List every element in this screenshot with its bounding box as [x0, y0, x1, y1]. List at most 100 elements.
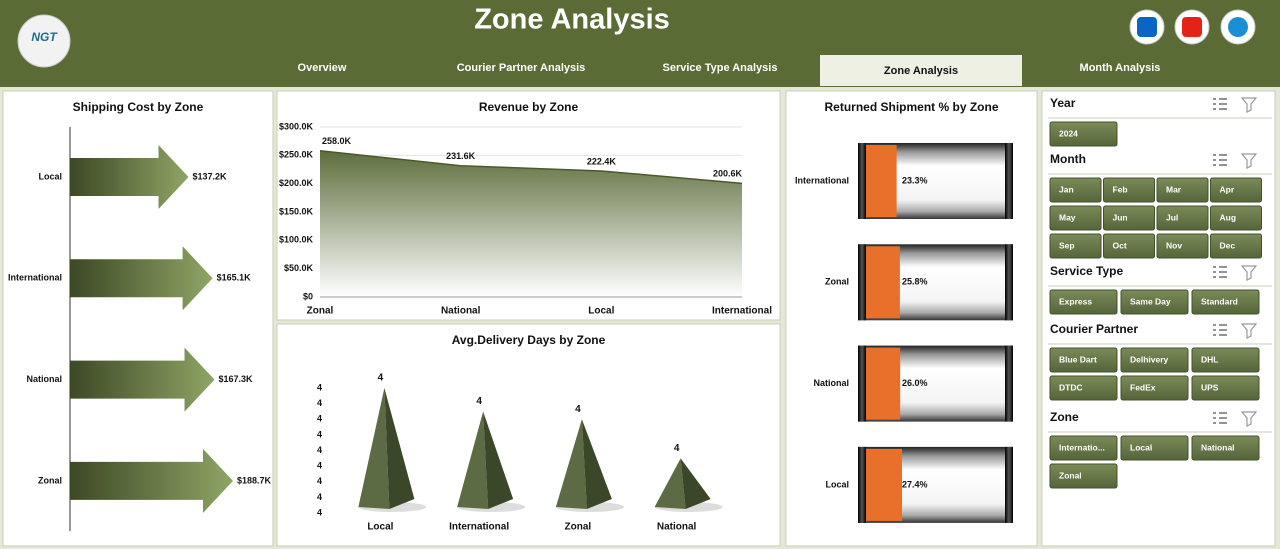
slicer-button[interactable]	[1049, 233, 1102, 259]
nav-tab[interactable]: Courier Partner Analysis	[457, 62, 586, 74]
clear-filter-icon[interactable]	[1240, 97, 1258, 113]
slicer-item[interactable]: Jun	[1113, 212, 1128, 222]
slicer-item[interactable]: Internatio...	[1059, 442, 1105, 452]
pyramid	[457, 411, 489, 509]
logo-text: NGT	[31, 30, 58, 44]
slicer-item[interactable]: May	[1059, 212, 1076, 222]
slicer-button[interactable]	[1120, 375, 1189, 401]
multi-select-icon[interactable]	[1213, 266, 1227, 278]
slicer-item[interactable]: National	[1201, 442, 1235, 452]
y-tick-label: $250.0K	[279, 150, 314, 160]
y-tick-label: $300.0K	[279, 121, 314, 131]
category-label: Local	[825, 479, 849, 489]
slicer-button[interactable]	[1120, 347, 1189, 373]
clear-filter-icon[interactable]	[1240, 323, 1258, 339]
pyramid	[555, 419, 587, 509]
x-tick-label: International	[449, 522, 509, 533]
category-label: Zonal	[825, 277, 849, 287]
multi-select-icon[interactable]	[1213, 412, 1227, 424]
multi-select-icon[interactable]	[1213, 98, 1227, 110]
slicer-item[interactable]: Aug	[1220, 212, 1237, 222]
slicer-title: Courier Partner	[1050, 322, 1138, 336]
data-label: $165.1K	[217, 273, 252, 283]
slicer-button[interactable]	[1210, 177, 1262, 203]
slicer-item[interactable]: Express	[1059, 296, 1092, 306]
slicer-button[interactable]	[1191, 435, 1260, 461]
slicer-button[interactable]	[1049, 177, 1102, 203]
y-tick-label: 4	[317, 429, 322, 439]
area	[320, 150, 742, 297]
slicer-item[interactable]: DTDC	[1059, 382, 1083, 392]
slicer-button[interactable]	[1049, 121, 1118, 147]
page-title: Zone Analysis	[474, 4, 670, 36]
pyramid-side	[680, 458, 711, 509]
slicer-button[interactable]	[1191, 347, 1260, 373]
clear-filter-icon[interactable]	[1240, 153, 1258, 169]
multi-select-icon[interactable]	[1213, 154, 1227, 166]
slicer-item[interactable]: Delhivery	[1130, 354, 1169, 364]
data-label: $188.7K	[237, 475, 272, 485]
slicer-button[interactable]	[1049, 289, 1118, 315]
social-icon-glyph	[1137, 17, 1157, 37]
slicer-button[interactable]	[1120, 435, 1189, 461]
slicer-item[interactable]: Nov	[1166, 240, 1182, 250]
slicer-item[interactable]: Standard	[1201, 296, 1238, 306]
arrow-bar	[70, 145, 189, 209]
clear-filter-icon[interactable]	[1240, 265, 1258, 281]
slicer-button[interactable]	[1049, 463, 1118, 489]
nav-tab[interactable]: Overview	[298, 62, 347, 74]
slicer-item[interactable]: 2024	[1059, 128, 1078, 138]
line	[319, 150, 743, 185]
slicer-button[interactable]	[1049, 205, 1102, 231]
slicer-item[interactable]: Dec	[1220, 240, 1236, 250]
multi-select-icon[interactable]	[1213, 324, 1227, 336]
slicer-item[interactable]: Apr	[1220, 184, 1235, 194]
bar	[866, 246, 900, 319]
active-tab[interactable]	[820, 55, 1022, 86]
slicer-button[interactable]	[1049, 347, 1118, 373]
data-label: $167.3K	[219, 374, 254, 384]
slicer-button[interactable]	[1156, 205, 1209, 231]
slicer-item[interactable]: DHL	[1201, 354, 1218, 364]
slicer-button[interactable]	[1049, 375, 1118, 401]
slicer-item[interactable]: Zonal	[1059, 470, 1082, 480]
y-tick-label: 4	[317, 445, 322, 455]
slicer-button[interactable]	[1156, 233, 1209, 259]
pyramid-side	[483, 411, 514, 509]
nav-tab[interactable]: Zone Analysis	[884, 65, 958, 77]
slicer-button[interactable]	[1103, 205, 1155, 231]
slicer-button[interactable]	[1210, 205, 1262, 231]
slicer-button[interactable]	[1103, 177, 1155, 203]
slicer-button[interactable]	[1103, 233, 1155, 259]
slicer-item[interactable]: Feb	[1113, 184, 1128, 194]
slicer-item[interactable]: Mar	[1166, 184, 1182, 194]
slicer-item[interactable]: UPS	[1201, 382, 1219, 392]
chart-title: Returned Shipment % by Zone	[824, 100, 998, 114]
slicer-item[interactable]: Same Day	[1130, 296, 1171, 306]
cylinder-cap	[858, 143, 866, 219]
x-tick-label: National	[441, 306, 481, 317]
data-label: 26.0%	[902, 378, 928, 388]
slicer-item[interactable]: FedEx	[1130, 382, 1156, 392]
x-tick-label: International	[712, 306, 772, 317]
nav-tab[interactable]: Service Type Analysis	[663, 62, 778, 74]
arrow-bar	[70, 246, 213, 311]
category-label: International	[8, 273, 62, 283]
slicer-button[interactable]	[1191, 375, 1260, 401]
pyramid-side	[581, 419, 612, 509]
slicer-button[interactable]	[1191, 289, 1260, 315]
clear-filter-icon[interactable]	[1240, 411, 1258, 427]
y-tick-label: 4	[317, 476, 322, 486]
slicer-button[interactable]	[1156, 177, 1209, 203]
slicer-item[interactable]: Jan	[1059, 184, 1074, 194]
slicer-item[interactable]: Local	[1130, 442, 1152, 452]
slicer-button[interactable]	[1049, 435, 1118, 461]
slicer-item[interactable]: Oct	[1113, 240, 1127, 250]
slicer-button[interactable]	[1210, 233, 1262, 259]
slicer-item[interactable]: Blue Dart	[1059, 354, 1097, 364]
slicer-item[interactable]: Sep	[1059, 240, 1075, 250]
nav-tab[interactable]: Month Analysis	[1080, 62, 1161, 74]
slicer-item[interactable]: Jul	[1166, 212, 1178, 222]
slicer-button[interactable]	[1120, 289, 1189, 315]
